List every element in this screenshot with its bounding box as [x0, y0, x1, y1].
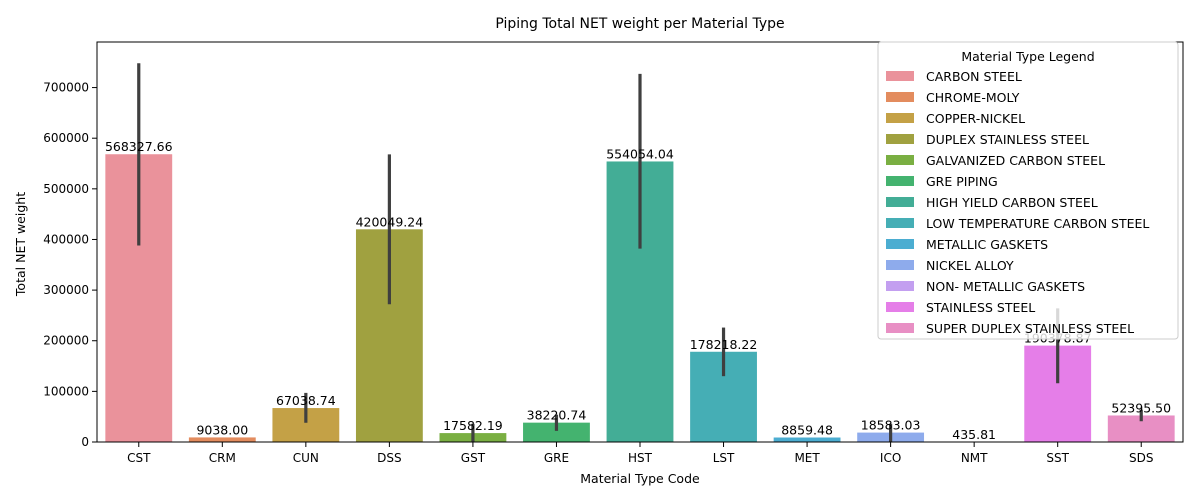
legend-label: NICKEL ALLOY [926, 258, 1014, 273]
value-label: 568327.66 [105, 139, 173, 154]
y-tick-label: 200000 [43, 334, 89, 348]
x-tick-label: GST [461, 451, 486, 465]
legend-swatch [886, 260, 914, 270]
value-label: 178218.22 [690, 337, 758, 352]
legend-swatch [886, 281, 914, 291]
legend-swatch [886, 92, 914, 102]
legend-label: CHROME-MOLY [926, 90, 1020, 105]
legend-swatch [886, 323, 914, 333]
value-label: 18583.03 [861, 418, 921, 433]
y-tick-label: 300000 [43, 283, 89, 297]
value-label: 554054.04 [606, 146, 674, 161]
y-tick-label: 100000 [43, 384, 89, 398]
legend-swatch [886, 113, 914, 123]
legend-swatch [886, 302, 914, 312]
legend-label: SUPER DUPLEX STAINLESS STEEL [926, 321, 1134, 336]
value-label: 8859.48 [781, 423, 833, 438]
x-tick-label: SDS [1129, 451, 1153, 465]
legend-label: HIGH YIELD CARBON STEEL [926, 195, 1098, 210]
legend-swatch [886, 176, 914, 186]
legend-swatch [886, 239, 914, 249]
legend-label: METALLIC GASKETS [926, 237, 1048, 252]
x-tick-label: CRM [209, 451, 236, 465]
legend-frame [878, 42, 1178, 339]
x-tick-label: SST [1046, 451, 1069, 465]
x-tick-label: LST [713, 451, 735, 465]
legend: Material Type Legend CARBON STEEL CHROME-… [878, 42, 1178, 339]
legend-label: LOW TEMPERATURE CARBON STEEL [926, 216, 1149, 231]
legend-swatch [886, 155, 914, 165]
value-label: 435.81 [952, 427, 996, 442]
legend-label: NON- METALLIC GASKETS [926, 279, 1085, 294]
x-tick-label: NMT [961, 451, 988, 465]
x-tick-label: CUN [293, 451, 319, 465]
y-axis-label: Total NET weight [13, 192, 28, 297]
value-label: 17582.19 [443, 418, 503, 433]
legend-label: COPPER-NICKEL [926, 111, 1025, 126]
value-label: 9038.00 [196, 422, 248, 437]
legend-label: DUPLEX STAINLESS STEEL [926, 132, 1089, 147]
y-tick-label: 400000 [43, 232, 89, 246]
chart-title: Piping Total NET weight per Material Typ… [495, 16, 784, 32]
bar-crm [189, 437, 256, 442]
x-tick-label: ICO [880, 451, 901, 465]
value-label: 38220.74 [527, 408, 587, 423]
value-label: 420049.24 [356, 214, 424, 229]
legend-label: GALVANIZED CARBON STEEL [926, 153, 1105, 168]
x-tick-label: DSS [377, 451, 401, 465]
legend-label: STAINLESS STEEL [926, 300, 1035, 315]
legend-label: CARBON STEEL [926, 69, 1022, 84]
legend-swatch [886, 218, 914, 228]
y-tick-label: 500000 [43, 182, 89, 196]
y-tick-label: 700000 [43, 81, 89, 95]
x-tick-label: HST [628, 451, 653, 465]
legend-label: GRE PIPING [926, 174, 998, 189]
legend-title: Material Type Legend [961, 49, 1094, 64]
x-tick-label: CST [127, 451, 151, 465]
value-label: 52395.50 [1111, 400, 1171, 415]
y-tick-label: 0 [81, 435, 89, 449]
x-tick-label: MET [794, 451, 820, 465]
y-tick-label: 600000 [43, 131, 89, 145]
x-axis-label: Material Type Code [580, 471, 700, 486]
legend-swatch [886, 71, 914, 81]
value-label: 67038.74 [276, 393, 336, 408]
x-tick-label: GRE [544, 451, 569, 465]
legend-swatch [886, 134, 914, 144]
bar-met [774, 438, 841, 442]
legend-swatch [886, 197, 914, 207]
